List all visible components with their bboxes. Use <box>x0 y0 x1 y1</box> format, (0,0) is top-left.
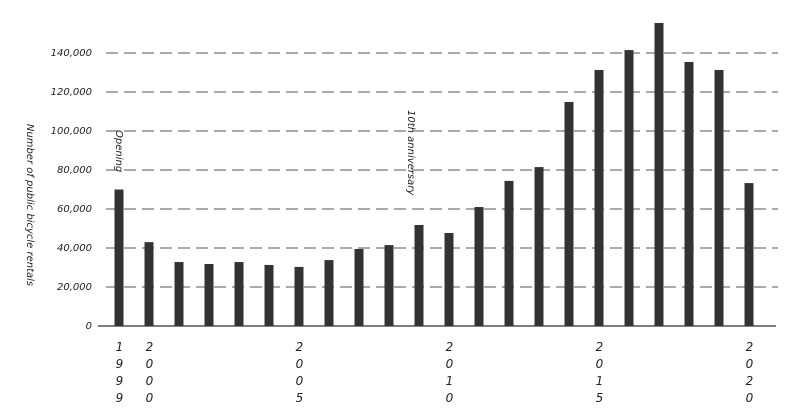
bar <box>594 69 604 326</box>
bar <box>294 266 304 326</box>
bar <box>324 260 334 326</box>
y-tick-label: 140,000 <box>51 48 92 59</box>
y-tick-label: 0 <box>86 321 92 332</box>
bar <box>504 180 514 326</box>
y-tick-label: 40,000 <box>57 243 92 254</box>
bar <box>654 22 664 326</box>
annotation: 10th anniversary <box>405 110 416 196</box>
bar <box>144 242 154 326</box>
bar <box>414 224 424 326</box>
x-tick-label: 2000 <box>143 340 157 408</box>
x-tick-label: 1999 <box>113 340 127 408</box>
bar <box>564 101 574 326</box>
y-tick-label: 100,000 <box>51 126 92 137</box>
bar <box>474 207 484 326</box>
y-axis-label: Number of public bicycle rentals <box>24 124 35 286</box>
bar <box>534 167 544 326</box>
bar <box>714 69 724 326</box>
bar <box>204 263 214 326</box>
x-tick-label: 2020 <box>743 340 757 408</box>
y-tick-label: 120,000 <box>51 87 92 98</box>
y-tick-label: 60,000 <box>57 204 92 215</box>
y-tick-label: 20,000 <box>57 282 92 293</box>
y-tick-label: 80,000 <box>57 165 92 176</box>
bar <box>264 264 274 326</box>
x-tick-label: 2005 <box>293 340 307 408</box>
bar <box>234 262 244 326</box>
bar <box>354 248 364 326</box>
x-tick-label: 2010 <box>443 340 457 408</box>
x-tick-label: 2015 <box>593 340 607 408</box>
bar <box>384 245 394 326</box>
annotation: Opening <box>113 130 124 172</box>
bar <box>444 232 454 326</box>
bar <box>744 183 754 326</box>
bar <box>174 262 184 326</box>
bar <box>114 189 124 326</box>
bar <box>684 61 694 326</box>
bar <box>624 50 634 326</box>
